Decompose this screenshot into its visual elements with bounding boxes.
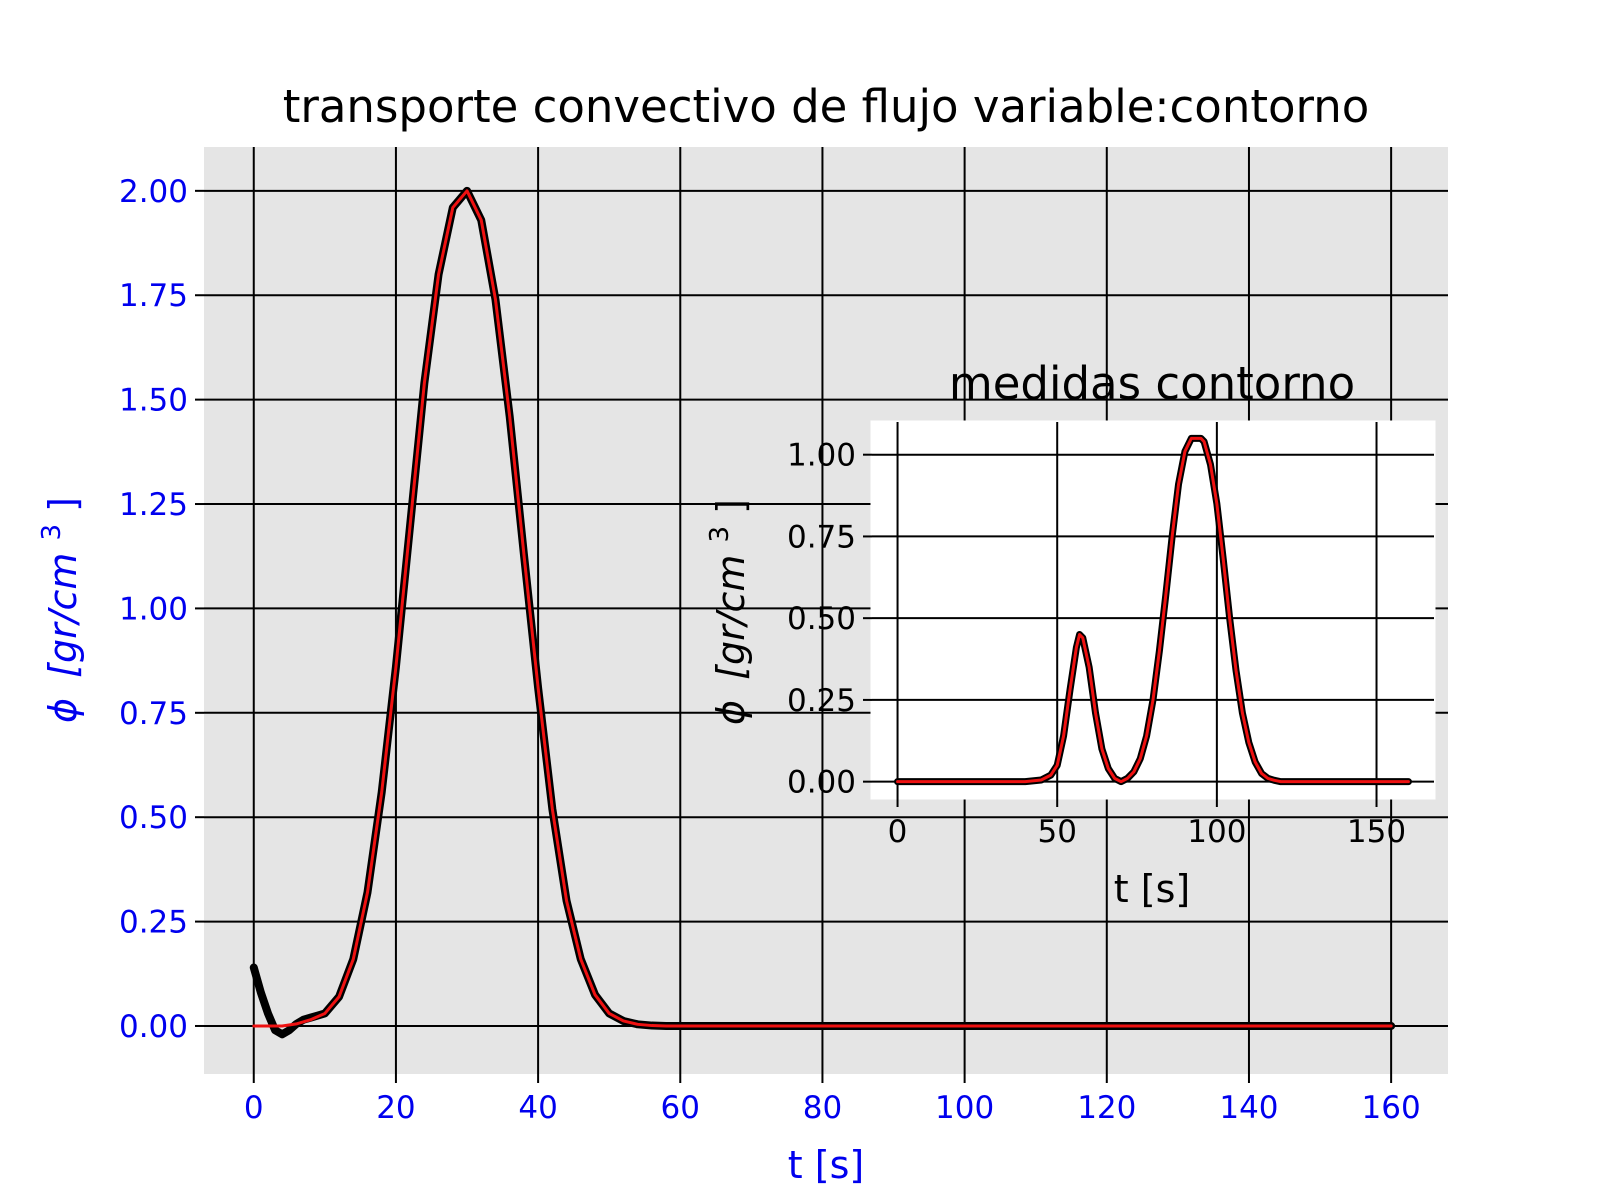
main-y-ticks: 0.00 0.25 0.50 0.75 1.00 1.25 1.50 1.75 2.00 [119,174,204,1045]
main-series-group [249,186,1396,1039]
main-x-tick-label: 0 [244,1090,264,1126]
inset-y-ticks: 0.00 0.25 0.50 0.75 1.00 [787,438,872,801]
inset-grid [872,422,1434,798]
inset-x-tick-label: 150 [1347,814,1406,850]
main-x-tick-label: 60 [661,1090,700,1126]
main-y-tick-label: 0.50 [119,800,188,836]
main-y-tick-label: 0.75 [119,696,188,732]
inset-plot-background [870,420,1436,800]
inset-x-ticks: 0 50 100 150 [888,798,1406,850]
inset-y-axis-label-symbol: ϕ [709,700,753,725]
main-y-tick-label: 1.75 [119,278,188,314]
main-x-tick-label: 40 [518,1090,557,1126]
inset-y-axis-label-unit: [gr/cm [709,555,753,680]
main-x-tick-label: 140 [1219,1090,1278,1126]
main-y-tick-label: 2.00 [119,174,188,210]
main-x-tick-label: 100 [935,1090,994,1126]
inset-y-tick-label: 0.25 [787,683,856,719]
main-x-axis-label: t [s] [788,1143,864,1187]
inset-x-axis-label: t [s] [1114,867,1190,911]
inset-y-axis-label-close: ] [709,499,753,514]
inset-chart-title: medidas contorno [949,357,1355,410]
inset-y-tick-label: 0.00 [787,765,856,801]
main-x-tick-label: 80 [803,1090,842,1126]
main-y-axis-label-unit: [gr/cm [41,553,85,678]
main-x-tick-label: 20 [376,1090,415,1126]
main-series-1-line [252,189,1393,1028]
main-x-tick-label: 120 [1077,1090,1136,1126]
main-y-axis-label-exponent: 3 [37,524,67,541]
main-y-tick-label: 0.25 [119,905,188,941]
inset-y-axis-label: ϕ [gr/cm 3 ] [693,499,753,725]
inset-series-group [894,434,1412,786]
main-x-tick-label: 160 [1362,1090,1421,1126]
main-y-tick-label: 1.25 [119,487,188,523]
inset-y-axis-label-exponent: 3 [705,526,735,543]
main-y-tick-label: 0.00 [119,1009,188,1045]
inset-x-tick-label: 0 [888,814,908,850]
inset-series-1-line [896,436,1410,784]
main-x-ticks: 0 20 40 60 80 100 120 140 160 [244,1074,1421,1126]
inset-x-tick-label: 100 [1187,814,1246,850]
inset-y-tick-label: 0.50 [787,601,856,637]
main-y-axis-label: ϕ [gr/cm 3 ] [25,497,85,723]
inset-x-tick-label: 50 [1037,814,1076,850]
inset-y-tick-label: 0.75 [787,519,856,555]
inset-plot: 0 50 100 150 0.00 0.25 0.50 0.75 1.00 medidas c… [693,357,1436,911]
main-chart-title: transporte convectivo de flujo variable:… [283,80,1370,133]
main-y-tick-label: 1.50 [119,383,188,419]
main-y-axis-label-symbol: ϕ [41,698,85,723]
inset-y-tick-label: 1.00 [787,438,856,474]
main-y-axis-label-close: ] [41,497,85,512]
main-y-tick-label: 1.00 [119,591,188,627]
